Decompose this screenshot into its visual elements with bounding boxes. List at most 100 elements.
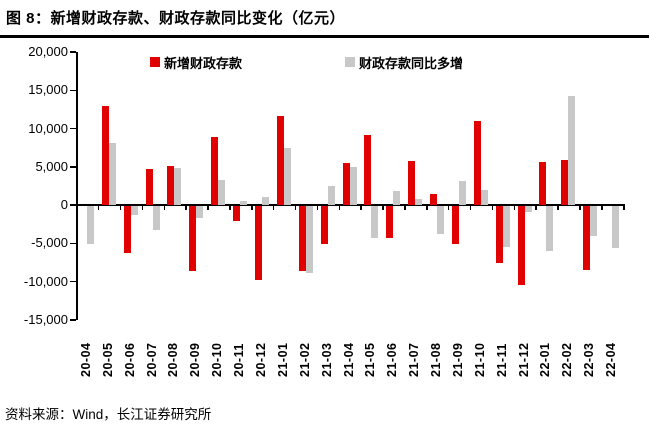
bar-gray-20-06	[130, 206, 138, 216]
bar-red-20-10	[211, 136, 219, 206]
bar-gray-22-01	[546, 206, 554, 252]
y-axis-line	[76, 52, 78, 320]
bar-gray-21-06	[393, 191, 401, 206]
y-tick-label: -10,000	[23, 273, 68, 289]
bar-red-22-01	[539, 162, 547, 206]
bar-gray-21-02	[305, 206, 313, 273]
bar-gray-21-01	[283, 147, 291, 206]
x-tick	[294, 204, 297, 211]
bar-gray-20-10	[218, 179, 226, 206]
bar-gray-21-08	[437, 206, 445, 234]
x-tick-label: 20-06	[122, 342, 137, 377]
bar-red-20-05	[101, 105, 109, 206]
bar-red-20-08	[167, 166, 175, 206]
legend: 新增财政存款 财政存款同比多增	[0, 54, 651, 71]
bar-red-20-11	[233, 206, 241, 221]
x-tick-label: 20-07	[144, 342, 159, 377]
y-tick	[70, 89, 76, 92]
y-tick	[70, 51, 76, 53]
x-tick	[141, 204, 144, 211]
bar-red-21-09	[451, 206, 459, 245]
x-tick	[76, 204, 78, 211]
y-tick-label: -5,000	[31, 235, 68, 251]
x-tick-label: 22-02	[560, 342, 575, 377]
bar-gray-21-11	[502, 206, 510, 248]
bar-red-21-06	[386, 206, 394, 238]
bar-gray-21-03	[327, 186, 335, 206]
bar-gray-20-12	[261, 197, 269, 206]
y-tick-label: 5,000	[35, 158, 68, 174]
x-tick	[426, 204, 428, 211]
bar-red-21-12	[517, 206, 525, 285]
bar-gray-20-08	[174, 167, 182, 206]
bar-red-20-06	[123, 206, 131, 253]
x-tick	[404, 204, 406, 211]
x-tick-label: 21-07	[407, 342, 422, 377]
x-tick-label: 21-11	[494, 343, 509, 377]
x-tick	[251, 204, 253, 211]
legend-item-new-fiscal-deposits: 新增财政存款	[150, 54, 243, 71]
x-tick	[229, 204, 231, 211]
x-tick	[119, 204, 122, 211]
title-underline	[0, 35, 649, 38]
y-tick-label: 0	[60, 197, 68, 213]
x-tick-label: 20-08	[166, 342, 181, 377]
legend-swatch-gray	[345, 57, 355, 67]
bar-gray-20-05	[108, 143, 116, 206]
bar-red-22-02	[561, 159, 569, 206]
x-tick-label: 20-11	[232, 343, 247, 377]
bar-gray-22-04	[612, 206, 620, 249]
legend-item-yoy-change: 财政存款同比多增	[345, 54, 463, 71]
y-tick	[70, 319, 76, 321]
x-tick-label: 21-10	[472, 342, 487, 377]
x-tick	[557, 204, 559, 211]
bar-gray-20-07	[152, 206, 160, 230]
bar-gray-21-04	[349, 166, 357, 206]
bar-red-21-07	[408, 160, 416, 206]
bar-red-21-01	[276, 116, 284, 206]
bar-red-21-08	[430, 193, 438, 206]
x-tick-label: 21-01	[275, 342, 290, 377]
x-tick	[623, 204, 625, 211]
x-tick-label: 21-02	[297, 342, 312, 377]
bar-red-20-12	[254, 206, 262, 280]
x-tick-label: 21-08	[429, 342, 444, 377]
x-tick-label: 21-09	[450, 342, 465, 377]
x-tick-label: 21-05	[363, 342, 378, 377]
x-tick	[272, 204, 275, 211]
x-tick	[360, 204, 362, 211]
x-tick	[163, 204, 166, 211]
plot-area: 20,000 15,000 10,000 5,000 0 -5,000 -10,000 -15…	[23, 44, 625, 377]
bar-gray-21-12	[524, 206, 532, 212]
x-tick	[382, 204, 384, 211]
bar-gray-20-11	[240, 201, 248, 206]
x-tick-label: 20-12	[253, 342, 268, 377]
x-axis-line	[76, 204, 625, 207]
x-tick-label: 21-04	[341, 342, 356, 377]
legend-label: 新增财政存款	[164, 55, 243, 71]
y-tick	[70, 280, 76, 283]
x-tick	[469, 204, 472, 211]
x-tick	[338, 204, 341, 211]
y-tick-label: -15,000	[23, 312, 68, 327]
x-tick	[579, 204, 581, 211]
x-tick-label: 20-10	[210, 342, 225, 377]
x-tick	[185, 204, 187, 211]
x-tick-label: 20-05	[100, 342, 115, 377]
bar-red-21-04	[342, 163, 350, 206]
bar-gray-21-10	[480, 189, 488, 206]
bar-gray-21-07	[415, 199, 423, 206]
y-tick-label: 10,000	[28, 120, 68, 136]
bar-gray-21-09	[458, 181, 466, 206]
x-tick-label: 21-06	[385, 342, 400, 377]
x-tick-label: 21-03	[319, 342, 334, 377]
x-tick	[207, 204, 209, 211]
x-tick	[513, 204, 516, 211]
y-tick	[70, 166, 76, 168]
y-tick-label: 20,000	[28, 44, 68, 59]
source-note: 资料来源：Wind，长江证券研究所	[5, 407, 212, 422]
x-tick	[535, 204, 537, 211]
bar-red-21-11	[495, 206, 503, 263]
x-tick	[97, 204, 100, 211]
